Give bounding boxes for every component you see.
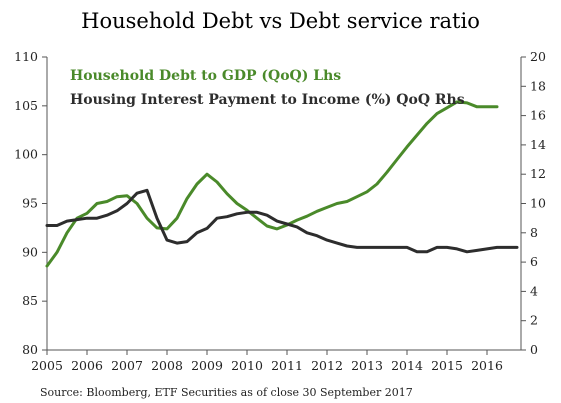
- source-note: Source: Bloomberg, ETF Securities as of …: [40, 386, 413, 399]
- x-tick-label: 2016: [471, 358, 503, 373]
- right-tick-label: 12: [530, 166, 546, 181]
- legend-household-debt: Household Debt to GDP (QoQ) Lhs: [70, 68, 341, 84]
- x-tick-label: 2015: [431, 358, 463, 373]
- legend-interest-payment: Housing Interest Payment to Income (%) Q…: [70, 92, 465, 108]
- x-tick-label: 2013: [351, 358, 383, 373]
- x-tick-label: 2012: [311, 358, 343, 373]
- interest-payment-line: [45, 188, 519, 254]
- chart-title: Household Debt vs Debt service ratio: [81, 9, 480, 33]
- right-tick-label: 8: [530, 225, 538, 240]
- left-tick-label: 90: [22, 244, 38, 259]
- x-tick-label: 2010: [231, 358, 263, 373]
- right-tick-label: 6: [530, 254, 538, 269]
- left-tick-label: 80: [22, 342, 38, 357]
- left-tick-label: 100: [14, 147, 38, 162]
- x-tick-label: 2007: [111, 358, 143, 373]
- series-group: [45, 100, 519, 268]
- left-tick-label: 95: [22, 196, 38, 211]
- left-y-ticks: 80 85 90 95 100 105 110: [14, 49, 47, 357]
- right-tick-label: 20: [530, 49, 546, 64]
- right-tick-label: 2: [530, 313, 538, 328]
- right-tick-label: 16: [530, 108, 546, 123]
- right-y-ticks: 0 2 4 6 8 10 12 14 16 18 20: [521, 49, 546, 357]
- right-tick-label: 4: [530, 283, 538, 298]
- x-ticks: 2005 2006 2007 2008 2009 2010 2011 2012 2013 2014…: [31, 350, 503, 373]
- left-tick-label: 110: [14, 49, 38, 64]
- x-tick-label: 2008: [151, 358, 183, 373]
- x-tick-label: 2014: [391, 358, 423, 373]
- x-tick-label: 2009: [191, 358, 223, 373]
- right-tick-label: 10: [530, 196, 546, 211]
- left-tick-label: 85: [22, 293, 38, 308]
- x-tick-label: 2006: [71, 358, 103, 373]
- right-tick-label: 14: [530, 137, 546, 152]
- x-tick-label: 2011: [271, 358, 303, 373]
- right-tick-label: 18: [530, 78, 546, 93]
- right-tick-label: 0: [530, 342, 538, 357]
- household-debt-line: [45, 100, 499, 268]
- left-tick-label: 105: [14, 98, 38, 113]
- x-tick-label: 2005: [31, 358, 63, 373]
